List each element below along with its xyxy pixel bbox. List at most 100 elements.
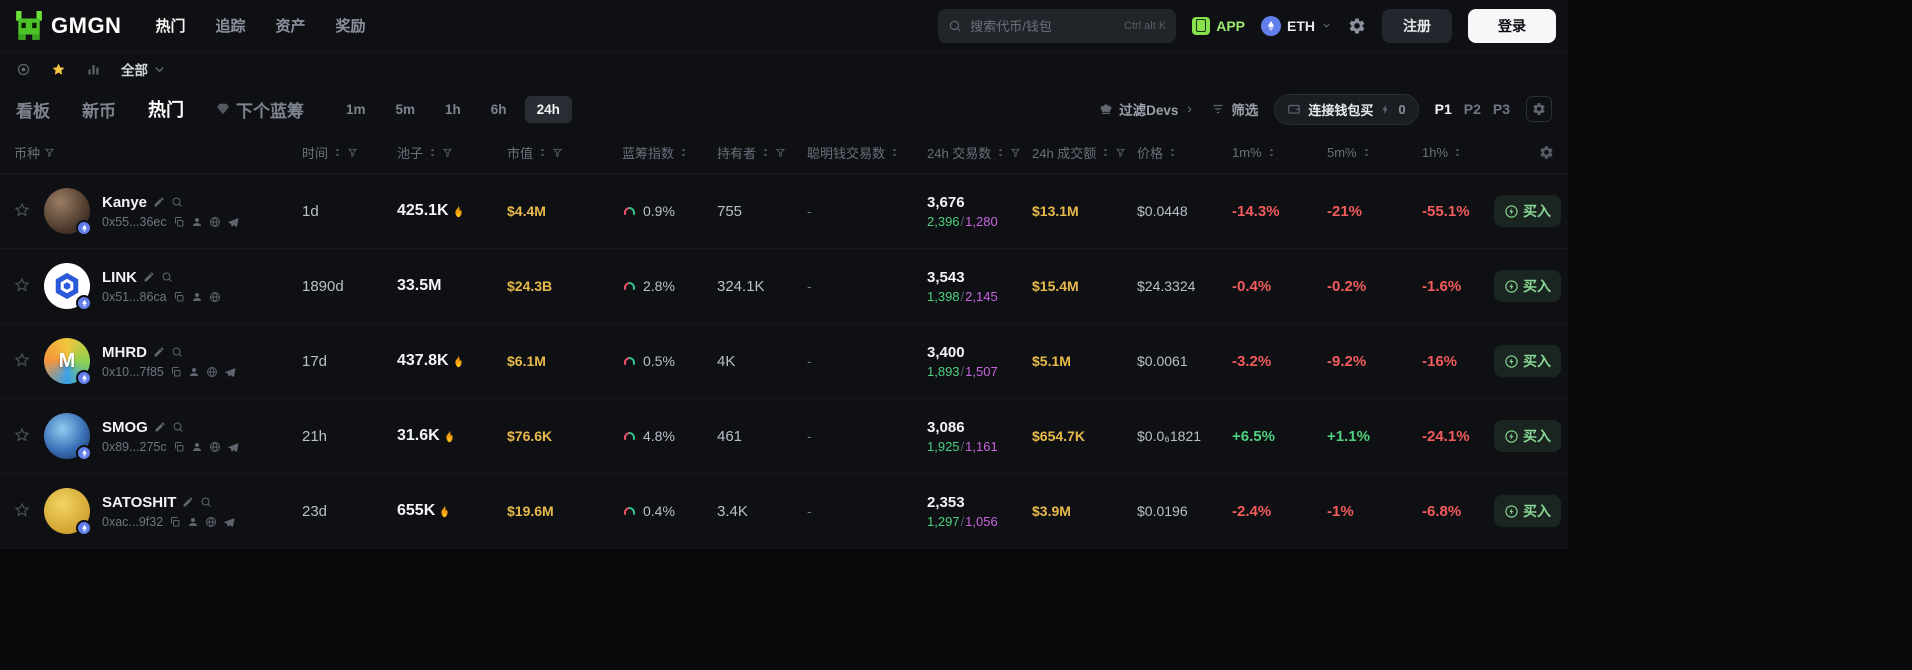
search-token-icon[interactable] (171, 346, 183, 358)
sort-icon[interactable] (1167, 147, 1178, 158)
telegram-icon[interactable] (224, 366, 236, 378)
token-avatar[interactable] (44, 263, 92, 311)
token-name[interactable]: SATOSHIT (102, 493, 177, 511)
copy-address-icon[interactable] (173, 441, 185, 453)
token-avatar[interactable] (44, 188, 92, 236)
buy-button[interactable]: 买入 (1494, 345, 1561, 377)
column-filter-icon[interactable] (1115, 147, 1126, 158)
creator-icon[interactable] (188, 366, 200, 378)
favorites-star-icon[interactable] (51, 62, 66, 77)
buy-button[interactable]: 买入 (1494, 420, 1561, 452)
panel-settings-button[interactable] (1526, 96, 1552, 122)
column-filter-icon[interactable] (44, 147, 55, 158)
sort-icon[interactable] (332, 147, 343, 158)
tab-new[interactable]: 新币 (82, 101, 116, 121)
search-input[interactable]: 搜索代币/钱包 Ctrl alt K (938, 8, 1177, 43)
column-filter-icon[interactable] (775, 147, 786, 158)
chain-selector[interactable]: ETH (1261, 15, 1332, 36)
time-filter-1h[interactable]: 1h (433, 96, 473, 123)
table-row[interactable]: M MHRD 0x10...7f85 17d 437.8K (0, 324, 1568, 399)
copy-address-icon[interactable] (173, 216, 185, 228)
token-avatar[interactable] (44, 488, 92, 536)
search-token-icon[interactable] (161, 271, 173, 283)
website-icon[interactable] (209, 441, 221, 453)
favorite-star-icon[interactable] (14, 202, 30, 218)
telegram-icon[interactable] (227, 216, 239, 228)
token-address[interactable]: 0xac...9f32 (102, 514, 164, 529)
gmgn-logo[interactable]: GMGN (14, 10, 121, 41)
table-row[interactable]: LINK 0x51...86ca 1890d 33.5M $24.3B 2.8% (0, 249, 1568, 324)
buy-button[interactable]: 买入 (1494, 270, 1561, 302)
edit-note-icon[interactable] (182, 496, 194, 508)
filter-button[interactable]: 筛选 (1211, 99, 1258, 119)
column-header-9[interactable]: 价格 (1129, 143, 1224, 162)
watch-scope-icon[interactable] (16, 62, 31, 77)
sort-icon[interactable] (995, 147, 1006, 158)
all-filter-dropdown[interactable]: 全部 (121, 59, 167, 79)
column-filter-icon[interactable] (442, 147, 453, 158)
table-row[interactable]: Kanye 0x55...36ec 1d 425.1K $4.4M 0.9% (0, 174, 1568, 249)
tab-board[interactable]: 看板 (16, 101, 50, 121)
favorite-star-icon[interactable] (14, 502, 30, 518)
token-address[interactable]: 0x89...275c (102, 439, 167, 454)
filter-devs-button[interactable]: 过滤Devs (1099, 99, 1195, 119)
edit-note-icon[interactable] (154, 421, 166, 433)
column-header-11[interactable]: 5m% (1319, 145, 1414, 160)
token-name[interactable]: Kanye (102, 193, 148, 211)
column-header-1[interactable]: 时间 (294, 143, 389, 162)
buy-button[interactable]: 买入 (1494, 195, 1561, 227)
login-button[interactable]: 登录 (1468, 8, 1556, 43)
tab-next-bluechip[interactable]: 下个蓝筹 (216, 97, 304, 122)
favorite-star-icon[interactable] (14, 427, 30, 443)
sort-icon[interactable] (678, 147, 689, 158)
time-filter-6h[interactable]: 6h (479, 96, 519, 123)
time-filter-24h[interactable]: 24h (524, 95, 572, 123)
favorite-star-icon[interactable] (14, 352, 30, 368)
copy-address-icon[interactable] (169, 516, 181, 528)
edit-note-icon[interactable] (153, 346, 165, 358)
sort-icon[interactable] (1452, 147, 1463, 158)
token-name[interactable]: MHRD (102, 343, 147, 361)
token-name[interactable]: LINK (102, 268, 137, 286)
time-filter-5m[interactable]: 5m (384, 96, 428, 123)
column-filter-icon[interactable] (347, 147, 358, 158)
nav-item-hot[interactable]: 热门 (155, 18, 186, 35)
website-icon[interactable] (209, 291, 221, 303)
token-address[interactable]: 0x51...86ca (102, 289, 167, 304)
edit-note-icon[interactable] (153, 196, 165, 208)
token-avatar[interactable] (44, 413, 92, 461)
column-header-8[interactable]: 24h 成交额 (1024, 143, 1129, 162)
telegram-icon[interactable] (227, 441, 239, 453)
nav-item-assets[interactable]: 资产 (275, 18, 306, 35)
tab-hot[interactable]: 热门 (148, 100, 184, 120)
website-icon[interactable] (205, 516, 217, 528)
column-filter-icon[interactable] (1010, 147, 1021, 158)
preset-p2[interactable]: P2 (1463, 101, 1481, 117)
preset-p1[interactable]: P1 (1434, 101, 1452, 117)
table-row[interactable]: SMOG 0x89...275c 21h 31.6K $76.6K 4.8% (0, 399, 1568, 474)
sort-icon[interactable] (1266, 147, 1277, 158)
chart-view-icon[interactable] (86, 62, 101, 77)
token-avatar[interactable]: M (44, 338, 92, 386)
column-header-4[interactable]: 蓝筹指数 (614, 143, 709, 162)
sort-icon[interactable] (427, 147, 438, 158)
search-token-icon[interactable] (200, 496, 212, 508)
creator-icon[interactable] (191, 441, 203, 453)
column-header-12[interactable]: 1h% (1414, 145, 1494, 160)
column-header-0[interactable]: 币种 (0, 143, 294, 162)
column-header-2[interactable]: 池子 (389, 143, 499, 162)
time-filter-1m[interactable]: 1m (334, 96, 378, 123)
search-token-icon[interactable] (172, 421, 184, 433)
preset-p3[interactable]: P3 (1492, 101, 1510, 117)
search-token-icon[interactable] (171, 196, 183, 208)
table-settings-icon[interactable] (1539, 145, 1554, 160)
column-filter-icon[interactable] (552, 147, 563, 158)
column-header-5[interactable]: 持有者 (709, 143, 799, 162)
nav-item-track[interactable]: 追踪 (215, 18, 246, 35)
app-button[interactable]: APP (1192, 16, 1245, 35)
register-button[interactable]: 注册 (1382, 8, 1452, 43)
sort-icon[interactable] (1100, 147, 1111, 158)
settings-icon[interactable] (1348, 17, 1366, 35)
table-row[interactable]: SATOSHIT 0xac...9f32 23d 655K $19.6M 0.4… (0, 474, 1568, 549)
sort-icon[interactable] (889, 147, 900, 158)
